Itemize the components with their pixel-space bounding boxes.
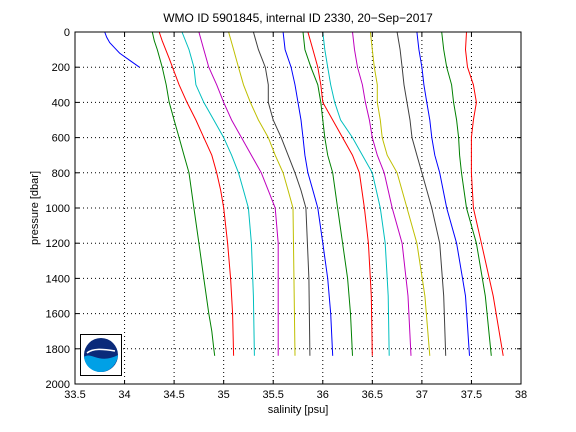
series-line-6 (228, 31, 296, 356)
series-line-11 (322, 31, 390, 356)
x-tick-label: 37.5 (461, 389, 482, 401)
series-line-2 (151, 31, 216, 356)
series-line-8 (282, 31, 334, 356)
series-line-14 (396, 31, 447, 356)
series-line-7 (252, 31, 311, 356)
y-tick-label: 600 (52, 133, 70, 145)
x-tick-label: 35 (218, 389, 230, 401)
x-tick-label: 34.5 (163, 389, 184, 401)
y-axis-label: pressure [dbar] (29, 171, 41, 245)
x-tick-label: 33.5 (64, 389, 85, 401)
x-tick-label: 38 (515, 389, 527, 401)
y-tick-label: 200 (52, 62, 70, 74)
x-tick-label: 34 (118, 389, 130, 401)
noaa-logo (80, 334, 122, 376)
y-tick-label: 800 (52, 168, 70, 180)
y-tick-label: 1000 (46, 203, 70, 215)
noaa-emblem-icon (84, 338, 118, 372)
series-line-5 (198, 31, 279, 356)
plot-area (75, 32, 521, 384)
series-line-16 (441, 31, 492, 356)
series-line-1 (104, 31, 140, 68)
series-line-17 (464, 31, 504, 356)
x-tick-label: 37 (416, 389, 428, 401)
y-tick-label: 400 (52, 97, 70, 109)
x-tick-label: 36 (317, 389, 329, 401)
y-tick-label: 2000 (46, 379, 70, 391)
chart-title: WMO ID 5901845, internal ID 2330, 20−Sep… (163, 11, 433, 25)
x-axis-label: salinity [psu] (268, 404, 329, 416)
series-line-4 (181, 31, 255, 356)
series-line-9 (302, 31, 353, 356)
y-tick-label: 1600 (46, 309, 70, 321)
series-line-13 (369, 31, 431, 356)
y-tick-label: 1800 (46, 344, 70, 356)
series-layer (104, 31, 504, 356)
series-line-12 (352, 31, 412, 356)
y-tick-label: 1200 (46, 238, 70, 250)
series-line-15 (416, 31, 470, 356)
x-tick-label: 36.5 (362, 389, 383, 401)
axis-ticks: 33.5 34 34.5 35 35.5 36 36.5 37 37.5 38 0 200 400 600… (46, 27, 528, 401)
y-tick-label: 1400 (46, 273, 70, 285)
series-line-10 (307, 31, 373, 356)
series-line-3 (158, 31, 235, 356)
y-tick-label: 0 (64, 27, 70, 39)
x-tick-label: 35.5 (263, 389, 284, 401)
